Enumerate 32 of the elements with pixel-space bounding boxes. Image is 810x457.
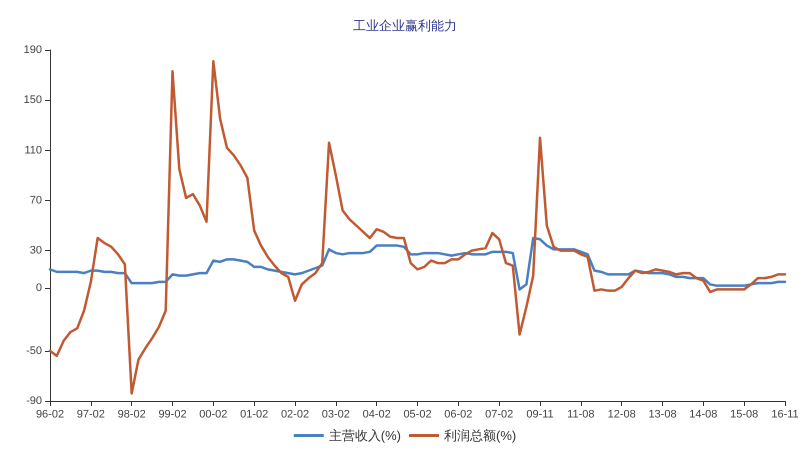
x-tick-label: 03-02 xyxy=(322,408,350,420)
x-tick-label: 09-11 xyxy=(526,408,554,420)
y-tick-label: 30 xyxy=(30,244,42,257)
y-tick-label: 70 xyxy=(30,194,42,206)
x-tick-label: 11-08 xyxy=(567,408,594,420)
x-tick-label: 99-02 xyxy=(158,408,187,420)
x-tick-label: 12-08 xyxy=(608,408,636,420)
line-series xyxy=(48,60,786,395)
x-tick-label: 16-11 xyxy=(771,408,799,420)
y-tick-label: -50 xyxy=(26,344,42,357)
y-tick-label: -90 xyxy=(26,395,42,407)
x-tick-label: 02-02 xyxy=(280,408,310,420)
x-tick-label: 07-02 xyxy=(485,408,514,420)
x-tick-label: 04-02 xyxy=(362,408,391,420)
x-tick-label: 96-02 xyxy=(36,408,64,420)
line-series xyxy=(48,236,786,291)
legend-label: 利润总额(%) xyxy=(444,428,516,443)
y-tick-label: 0 xyxy=(36,282,42,294)
x-tick-label: 97-02 xyxy=(76,408,105,420)
y-tick-label: 110 xyxy=(24,144,42,156)
x-tick-label: 14-08 xyxy=(689,408,718,420)
y-tick-label: 150 xyxy=(24,94,42,106)
x-tick-label: 06-02 xyxy=(444,408,472,420)
x-tick-label: 01-02 xyxy=(240,408,268,420)
x-tick-label: 00-02 xyxy=(199,408,228,420)
legend-label: 主营收入(%) xyxy=(328,428,401,443)
x-tick-label: 05-02 xyxy=(403,408,432,420)
x-tick-label: 15-08 xyxy=(730,408,758,420)
y-tick-label: 190 xyxy=(24,44,42,56)
chart-title: 工业企业赢利能力 xyxy=(353,18,457,33)
x-tick-label: 13-08 xyxy=(648,408,677,420)
x-tick-label: 98-02 xyxy=(118,408,146,420)
